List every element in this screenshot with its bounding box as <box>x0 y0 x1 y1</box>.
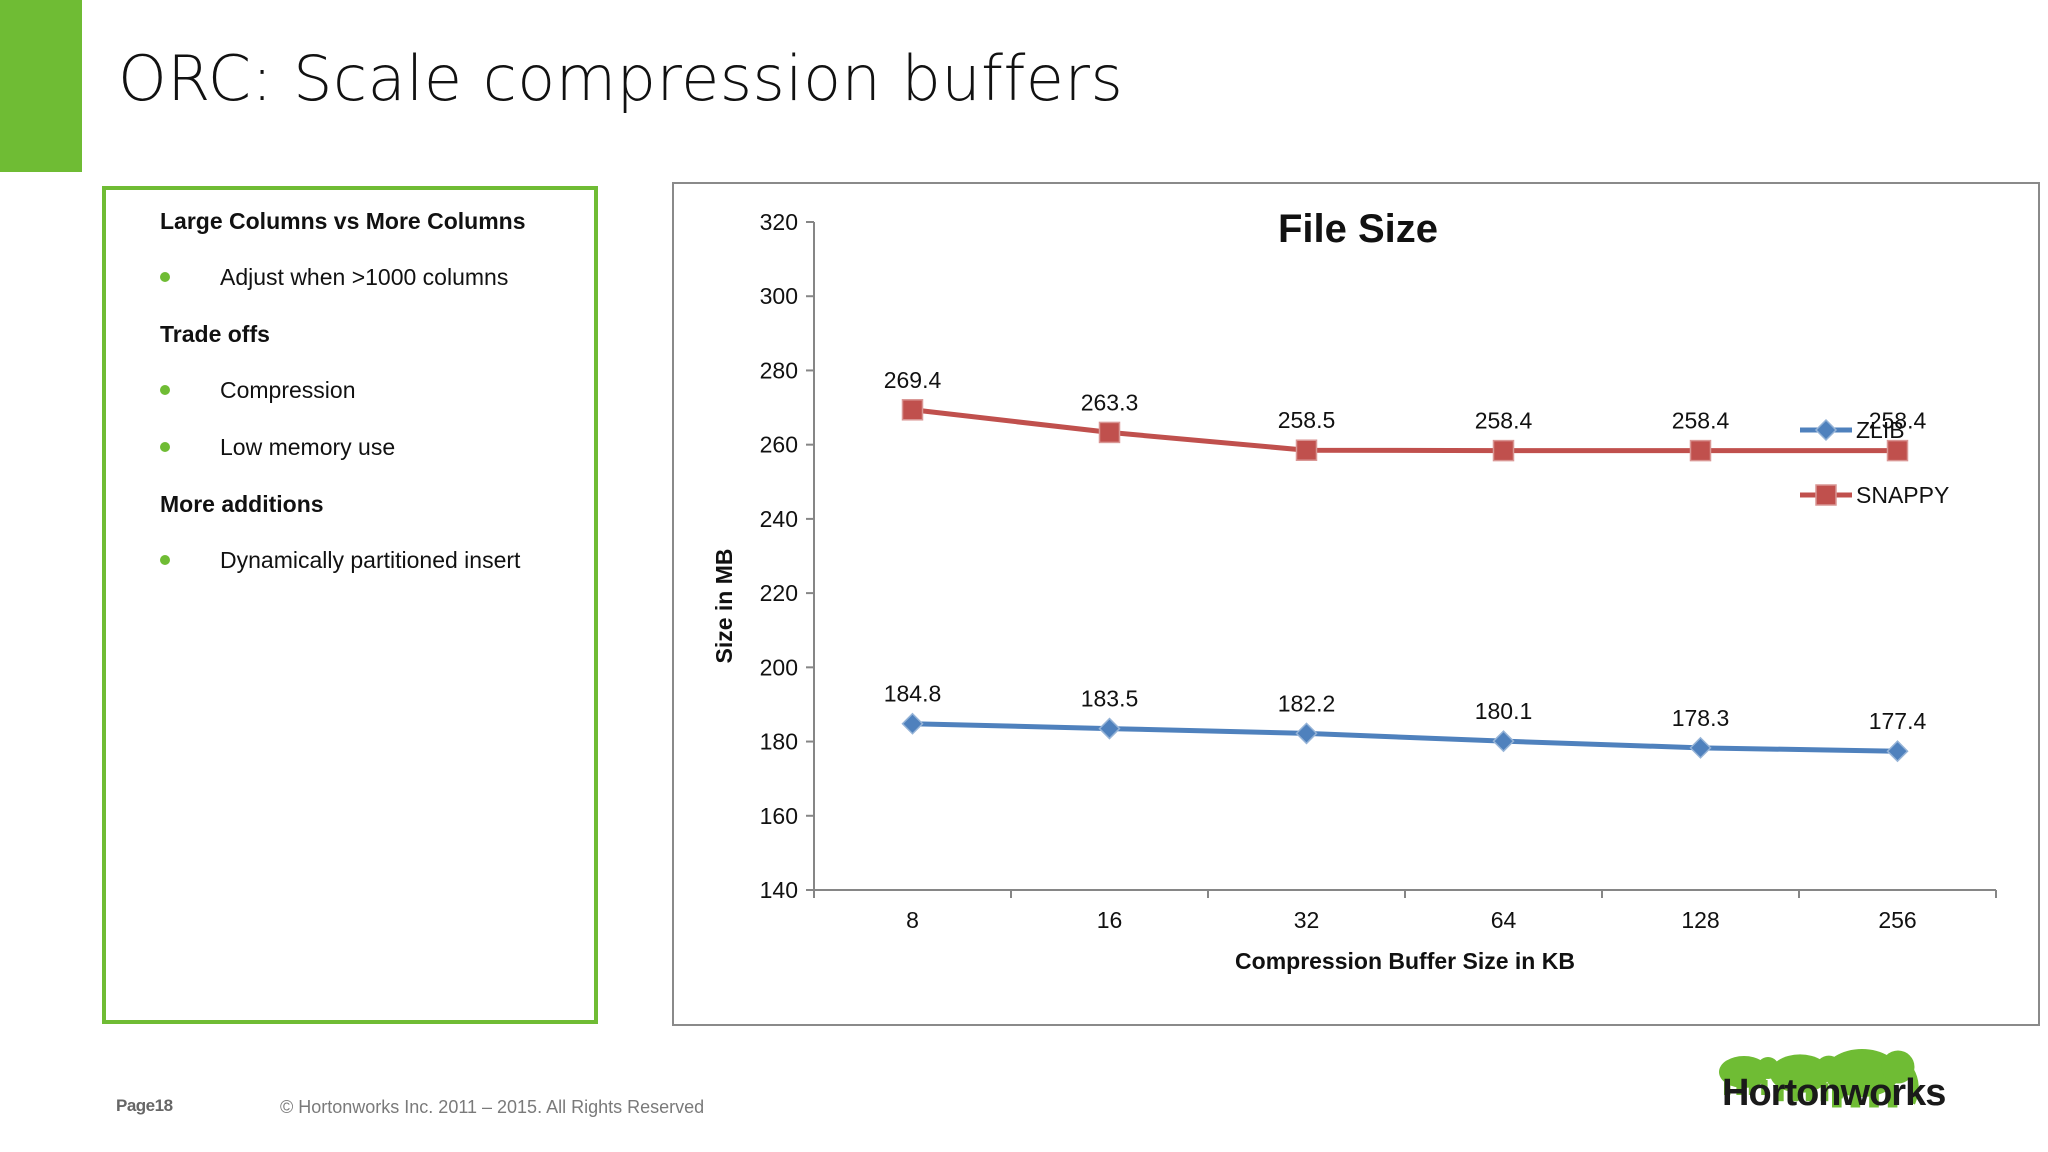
bullet-dot-icon <box>160 384 170 395</box>
data-label-zlib: 177.4 <box>1869 708 1927 734</box>
y-tick-label: 200 <box>760 654 798 680</box>
data-point-zlib <box>1886 740 1909 763</box>
data-label-snappy: 263.3 <box>1081 389 1139 415</box>
legend-label-zlib: ZLIB <box>1856 417 1905 443</box>
bullet-dot-icon <box>160 271 170 282</box>
data-label-zlib: 178.3 <box>1672 705 1730 731</box>
section-heading: Large Columns vs More Columns <box>160 208 526 234</box>
data-label-snappy: 258.4 <box>1869 408 1927 434</box>
x-tick-label: 16 <box>1097 907 1123 933</box>
bullet-text: Compression <box>220 377 356 403</box>
data-label-zlib: 180.1 <box>1475 698 1533 724</box>
slide-title: ORC: Scale compression buffers <box>118 42 1124 115</box>
y-axis-label: Size in MB <box>711 548 737 663</box>
y-tick-label: 160 <box>760 803 798 829</box>
copyright-text: © Hortonworks Inc. 2011 – 2015. All Righ… <box>280 1097 705 1117</box>
data-point-snappy <box>1492 439 1515 462</box>
x-axis-label: Compression Buffer Size in KB <box>1235 948 1575 974</box>
section-heading: Trade offs <box>160 321 270 347</box>
data-label-snappy: 258.4 <box>1672 408 1730 434</box>
bullet-text: Adjust when >1000 columns <box>220 264 509 290</box>
data-point-snappy <box>1689 439 1712 462</box>
bullet-dot-icon <box>160 554 170 565</box>
data-point-snappy <box>1886 439 1909 462</box>
y-tick-label: 260 <box>760 432 798 458</box>
y-tick-label: 180 <box>760 729 798 755</box>
data-point-snappy <box>1098 421 1121 444</box>
y-tick-label: 220 <box>760 580 798 606</box>
file-size-chart: 140 160 180 200 220 240 260 280 300 320 8 16 32 64 128… <box>711 207 1997 974</box>
series-line-zlib <box>912 721 1898 754</box>
y-tick-label: 280 <box>760 357 798 383</box>
series-line-snappy <box>912 407 1898 454</box>
x-tick-label: 8 <box>906 907 919 933</box>
x-tick-label: 128 <box>1681 907 1719 933</box>
data-label-snappy: 258.4 <box>1475 408 1533 434</box>
title-accent-bar <box>0 0 82 172</box>
hortonworks-elephants-icon <box>1719 1049 1919 1108</box>
legend-marker-snappy <box>1815 484 1837 506</box>
x-tick-label: 64 <box>1491 907 1517 933</box>
logo-wordmark: Hortonworks <box>1722 1072 1946 1114</box>
data-point-zlib <box>1492 730 1515 753</box>
y-tick-label: 320 <box>760 209 798 235</box>
page-number: Page18 <box>116 1096 173 1115</box>
data-point-zlib <box>1295 722 1318 745</box>
data-label-zlib: 183.5 <box>1081 686 1139 712</box>
data-label-zlib: 184.8 <box>884 681 942 707</box>
legend-label-snappy: SNAPPY <box>1856 482 1949 508</box>
data-point-zlib <box>1098 717 1121 740</box>
bullet-text: Low memory use <box>220 434 396 460</box>
data-point-zlib <box>901 712 924 735</box>
data-label-snappy: 258.5 <box>1278 407 1336 433</box>
bullet-item: Compression <box>160 377 356 404</box>
y-tick-label: 140 <box>760 877 798 903</box>
bullet-item: Dynamically partitioned insert <box>160 547 520 574</box>
bullet-item: Adjust when >1000 columns <box>160 264 508 291</box>
data-label-zlib: 182.2 <box>1278 690 1336 716</box>
section-heading: More additions <box>160 491 324 517</box>
data-point-snappy <box>901 399 924 421</box>
bullet-text: Dynamically partitioned insert <box>220 547 521 573</box>
x-tick-label: 256 <box>1878 907 1916 933</box>
data-point-zlib <box>1689 736 1712 759</box>
info-box: Large Columns vs More Columns Adjust whe… <box>102 186 598 1024</box>
bullet-item: Low memory use <box>160 434 395 461</box>
legend-marker-zlib <box>1814 418 1838 442</box>
chart-frame: 140 160 180 200 220 240 260 280 300 320 8 16 32 64 128… <box>672 182 2040 1026</box>
data-label-snappy: 269.4 <box>884 367 942 393</box>
y-tick-label: 240 <box>760 506 798 532</box>
chart-title: File Size <box>1278 207 1438 251</box>
y-tick-label: 300 <box>760 283 798 309</box>
bullet-dot-icon <box>160 441 170 452</box>
x-tick-label: 32 <box>1294 907 1320 933</box>
data-point-snappy <box>1295 439 1318 461</box>
